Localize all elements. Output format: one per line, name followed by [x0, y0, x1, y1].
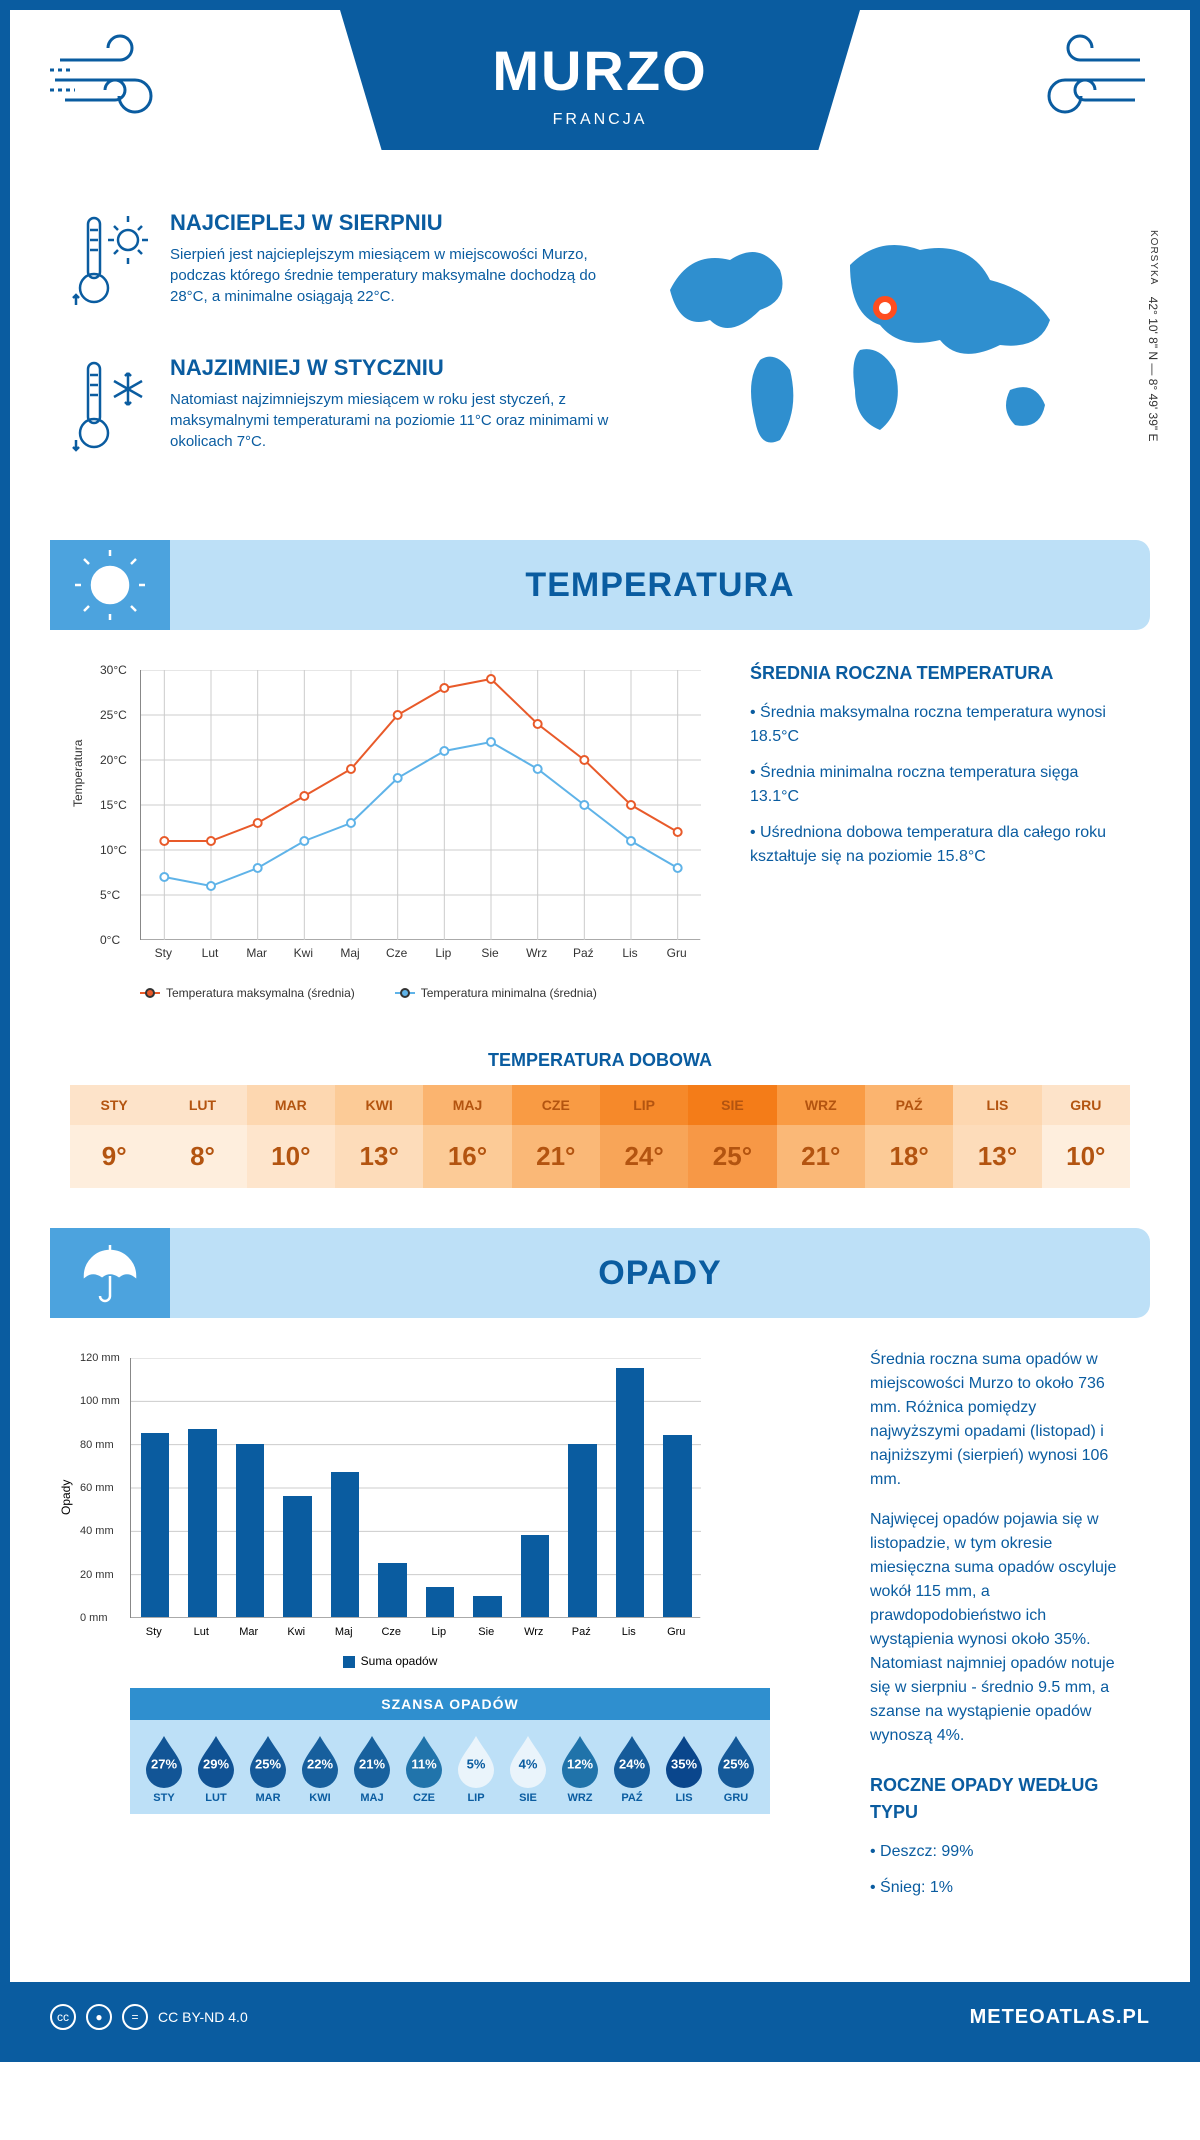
country-name: FRANCJA	[340, 111, 860, 129]
rain-bar-chart: Opady Suma opadów 0 mm20 mm40 mm60 mm80 …	[70, 1348, 710, 1668]
temp-bullet: • Średnia minimalna roczna temperatura s…	[750, 761, 1130, 809]
hottest-body: Sierpień jest najcieplejszym miesiącem w…	[170, 244, 610, 307]
license: cc ● = CC BY-ND 4.0	[50, 2004, 248, 2030]
rain-chance-item: 4%SIE	[502, 1734, 554, 1804]
daily-temp-cell: MAR 10°	[247, 1085, 335, 1188]
temperature-line-chart: Temperatura Temperatura maksymalna (śred…	[70, 660, 710, 1000]
rain-type-item: • Śnieg: 1%	[870, 1876, 1130, 1900]
daily-temp-cell: SIE 25°	[688, 1085, 776, 1188]
daily-temp-cell: MAJ 16°	[423, 1085, 511, 1188]
temperature-panel: Temperatura Temperatura maksymalna (śred…	[10, 630, 1190, 1030]
rain-chance-item: 25%GRU	[710, 1734, 762, 1804]
daily-temp-cell: GRU 10°	[1042, 1085, 1130, 1188]
chart-legend: Suma opadów	[70, 1654, 710, 1668]
temp-bullet: • Uśredniona dobowa temperatura dla całe…	[750, 821, 1130, 869]
title-banner: MURZO FRANCJA	[340, 10, 860, 150]
chart-ylabel: Opady	[59, 1480, 73, 1515]
wind-icon	[1020, 30, 1150, 135]
rain-type-item: • Deszcz: 99%	[870, 1840, 1130, 1864]
coordinates: KORSYKA 42° 10' 8" N — 8° 49' 39" E	[1146, 230, 1160, 441]
rain-chance-item: 5%LIP	[450, 1734, 502, 1804]
coldest-block: NAJZIMNIEJ W STYCZNIU Natomiast najzimni…	[70, 355, 610, 470]
rain-chance-item: 29%LUT	[190, 1734, 242, 1804]
rain-chance-item: 22%KWI	[294, 1734, 346, 1804]
daily-temp-cell: PAŹ 18°	[865, 1085, 953, 1188]
rain-chance-item: 25%MAR	[242, 1734, 294, 1804]
rain-chance-item: 11%CZE	[398, 1734, 450, 1804]
brand: METEOATLAS.PL	[970, 2006, 1150, 2029]
coldest-body: Natomiast najzimniejszym miesiącem w rok…	[170, 389, 610, 452]
daily-temp-title: TEMPERATURA DOBOWA	[10, 1050, 1190, 1071]
temperature-title: TEMPERATURA	[170, 566, 1150, 605]
temp-bullet: • Średnia maksymalna roczna temperatura …	[750, 701, 1130, 749]
header: MURZO FRANCJA	[10, 10, 1190, 190]
daily-temp-cell: STY 9°	[70, 1085, 158, 1188]
daily-temp-cell: LIP 24°	[600, 1085, 688, 1188]
nd-icon: =	[122, 2004, 148, 2030]
daily-temp-cell: CZE 21°	[512, 1085, 600, 1188]
umbrella-icon	[50, 1228, 170, 1318]
rain-title: OPADY	[170, 1254, 1150, 1293]
rain-chance-item: 12%WRZ	[554, 1734, 606, 1804]
city-name: MURZO	[340, 38, 860, 103]
rain-chance-item: 24%PAŹ	[606, 1734, 658, 1804]
page: MURZO FRANCJA	[0, 0, 1200, 2062]
coords-text: 42° 10' 8" N — 8° 49' 39" E	[1146, 297, 1160, 442]
temperature-info: ŚREDNIA ROCZNA TEMPERATURA • Średnia mak…	[750, 660, 1130, 1000]
footer: cc ● = CC BY-ND 4.0 METEOATLAS.PL	[10, 1982, 1190, 2052]
daily-temp-cell: KWI 13°	[335, 1085, 423, 1188]
daily-temp-cell: LIS 13°	[953, 1085, 1041, 1188]
wind-icon	[50, 30, 180, 135]
region-label: KORSYKA	[1148, 230, 1159, 285]
rain-chance-item: 27%STY	[138, 1734, 190, 1804]
hottest-block: NAJCIEPLEJ W SIERPNIU Sierpień jest najc…	[70, 210, 610, 325]
rain-para: Średnia roczna suma opadów w miejscowośc…	[870, 1348, 1130, 1492]
rain-chance-strip: SZANSA OPADÓW 27%STY29%LUT25%MAR22%KWI21…	[130, 1688, 770, 1814]
hottest-title: NAJCIEPLEJ W SIERPNIU	[170, 210, 610, 236]
rain-section-bar: OPADY	[50, 1228, 1150, 1318]
rain-panel: Opady Suma opadów 0 mm20 mm40 mm60 mm80 …	[10, 1318, 1190, 1942]
sun-icon	[50, 540, 170, 630]
rain-chance-item: 21%MAJ	[346, 1734, 398, 1804]
thermometer-snow-icon	[70, 355, 150, 470]
rain-para: Najwięcej opadów pojawia się w listopadz…	[870, 1508, 1130, 1748]
intro-section: NAJCIEPLEJ W SIERPNIU Sierpień jest najc…	[10, 190, 1190, 540]
license-text: CC BY-ND 4.0	[158, 2009, 248, 2025]
chart-legend: Temperatura maksymalna (średnia)Temperat…	[140, 986, 710, 1000]
chart-ylabel: Temperatura	[71, 740, 85, 807]
rain-chance-title: SZANSA OPADÓW	[130, 1688, 770, 1720]
daily-temp-table: STY 9°LUT 8°MAR 10°KWI 13°MAJ 16°CZE 21°…	[70, 1085, 1130, 1188]
temperature-section-bar: TEMPERATURA	[50, 540, 1150, 630]
temp-info-title: ŚREDNIA ROCZNA TEMPERATURA	[750, 660, 1130, 687]
coldest-title: NAJZIMNIEJ W STYCZNIU	[170, 355, 610, 381]
rain-info: Średnia roczna suma opadów w miejscowośc…	[870, 1348, 1130, 1912]
cc-icon: cc	[50, 2004, 76, 2030]
thermometer-sun-icon	[70, 210, 150, 325]
daily-temp-cell: LUT 8°	[158, 1085, 246, 1188]
rain-chance-item: 35%LIS	[658, 1734, 710, 1804]
by-icon: ●	[86, 2004, 112, 2030]
daily-temp-cell: WRZ 21°	[777, 1085, 865, 1188]
rain-by-type-title: ROCZNE OPADY WEDŁUG TYPU	[870, 1772, 1130, 1826]
world-map: KORSYKA 42° 10' 8" N — 8° 49' 39" E	[650, 210, 1130, 500]
